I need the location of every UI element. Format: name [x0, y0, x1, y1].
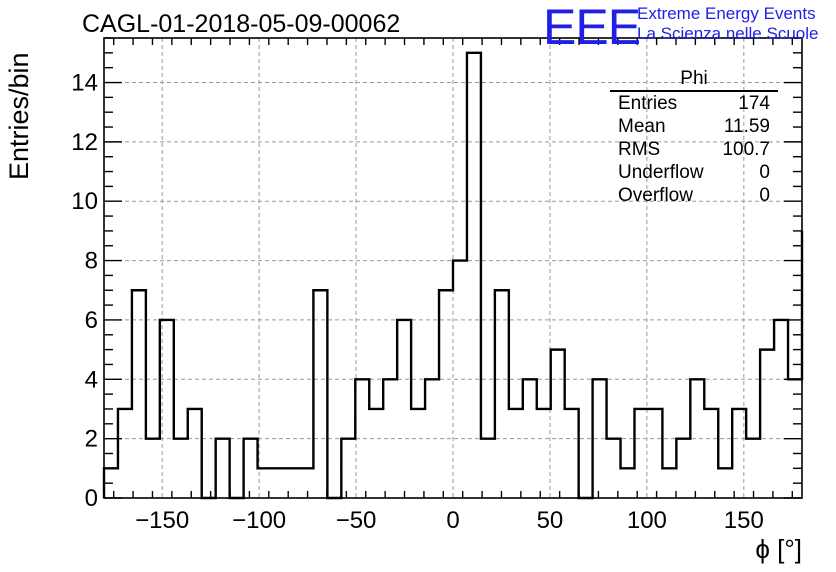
- stats-title: Phi: [610, 68, 778, 92]
- histogram-bin: [495, 290, 509, 498]
- histogram-bin: [174, 439, 188, 498]
- stats-row-rms: RMS 100.7: [610, 138, 778, 161]
- histogram-bin: [132, 290, 146, 498]
- y-tick-label: 10: [71, 188, 98, 215]
- stats-row-overflow: Overflow 0: [610, 184, 778, 207]
- stats-value: 174: [738, 93, 770, 114]
- stats-label: Entries: [618, 93, 678, 114]
- logo-line-1: Extreme Energy Events: [637, 4, 816, 23]
- y-tick-label: 2: [85, 426, 98, 453]
- histogram-bin: [537, 409, 551, 498]
- y-tick-label: 6: [85, 307, 98, 334]
- x-tick-label: 100: [627, 507, 667, 534]
- histogram-bin: [634, 409, 648, 498]
- x-axis-label: ϕ [°]: [755, 534, 802, 564]
- histogram-bin: [118, 409, 132, 498]
- chart-title: CAGL-01-2018-05-09-00062: [82, 10, 401, 38]
- histogram-bin: [774, 320, 788, 498]
- histogram-bin: [648, 409, 662, 498]
- y-axis-label: Entries/bin: [4, 52, 34, 180]
- stats-label: Underflow: [618, 162, 704, 183]
- histogram-bin: [509, 409, 523, 498]
- histogram-bin: [341, 439, 355, 498]
- histogram-bin: [746, 439, 760, 498]
- y-tick-label: 12: [71, 129, 98, 156]
- stats-value: 0: [759, 185, 770, 206]
- histogram-bin: [299, 468, 313, 498]
- stats-label: RMS: [618, 139, 661, 160]
- histogram-bin: [146, 439, 160, 498]
- histogram-bin: [313, 290, 327, 498]
- histogram-bin: [397, 320, 411, 498]
- histogram-bin: [621, 468, 635, 498]
- stats-label: Overflow: [618, 185, 693, 206]
- stats-label: Mean: [618, 116, 666, 137]
- stats-row-entries: Entries 174: [610, 92, 778, 115]
- x-tick-label: −150: [135, 507, 189, 534]
- y-tick-label: 14: [71, 70, 98, 97]
- logo-line-2: La Scienza nelle Scuole: [637, 24, 819, 43]
- histogram-bin: [704, 409, 718, 498]
- histogram-bin: [662, 468, 676, 498]
- x-tick-label: 0: [446, 507, 459, 534]
- stats-value: 0: [759, 162, 770, 183]
- y-tick-label: 4: [85, 366, 98, 393]
- x-tick-label: 150: [724, 507, 764, 534]
- plot-frame: [103, 37, 803, 499]
- histogram-bin: [551, 350, 565, 498]
- histogram-bin: [481, 439, 495, 498]
- histogram-bin: [411, 409, 425, 498]
- histogram-bin: [467, 53, 481, 498]
- histogram-bin: [244, 439, 258, 498]
- histogram-outline: [102, 51, 804, 500]
- eee-logo: EEE: [543, 0, 641, 55]
- x-tick-label: −50: [336, 507, 377, 534]
- histogram-bin: [272, 468, 286, 498]
- histogram-bin: [607, 439, 621, 498]
- x-tick-label: −100: [232, 507, 286, 534]
- stats-value: 11.59: [723, 116, 770, 137]
- histogram-bin: [760, 350, 774, 498]
- stats-row-underflow: Underflow 0: [610, 161, 778, 184]
- histogram-bin: [439, 290, 453, 498]
- y-tick-label: 8: [85, 248, 98, 275]
- histogram-bin: [718, 468, 732, 498]
- x-tick-label: 50: [537, 507, 564, 534]
- stats-box: Phi Entries 174 Mean 11.59 RMS 100.7 Und…: [610, 68, 778, 207]
- histogram-bin: [676, 439, 690, 498]
- histogram-bin: [216, 439, 230, 498]
- histogram-bin: [369, 409, 383, 498]
- stats-row-mean: Mean 11.59: [610, 115, 778, 138]
- histogram-bin: [565, 409, 579, 498]
- stats-value: 100.7: [722, 139, 770, 160]
- histogram-bin: [188, 409, 202, 498]
- y-tick-label: 0: [85, 485, 98, 512]
